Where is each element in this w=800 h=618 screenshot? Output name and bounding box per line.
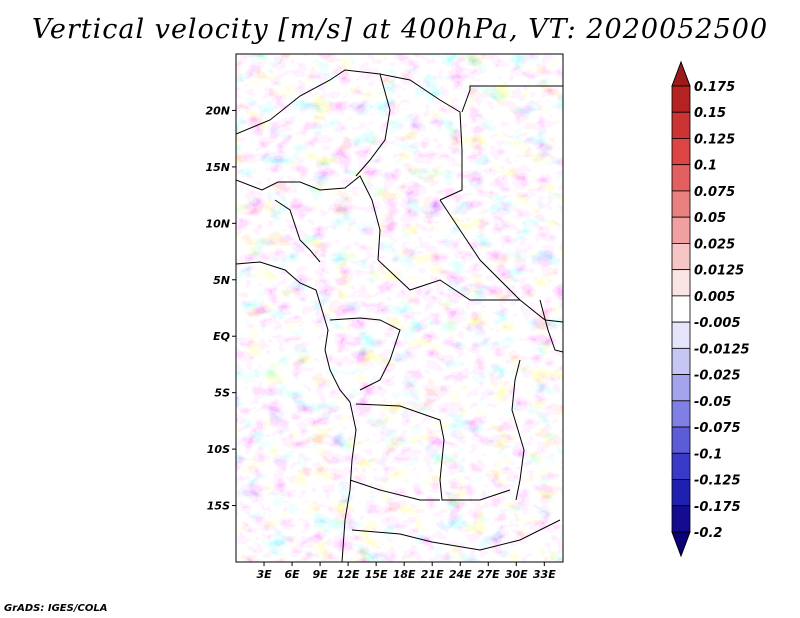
lon-tick-label: 6E: [284, 568, 300, 581]
colorbar-segment: [671, 426, 691, 454]
colorbar: 0.175 0.15 0.125 0.1 0.075 0.05 0.025 0.0125 0.0…: [671, 60, 750, 558]
colorbar-segment: [671, 479, 691, 507]
velocity-shading: [236, 54, 563, 562]
velocity-field: [236, 54, 563, 562]
colorbar-segment: [671, 164, 691, 192]
colorbar-label: 0.125: [694, 132, 735, 147]
colorbar-label: 0.15: [694, 106, 726, 121]
lake-chain: [511, 359, 525, 501]
lon-tick-label: 30E: [505, 568, 528, 581]
border-8: [355, 403, 511, 501]
colorbar-segment: [671, 138, 691, 166]
lon-tick-label: 27E: [477, 568, 500, 581]
colorbar-label: 0.175: [694, 80, 735, 95]
colorbar-segment: [671, 85, 691, 113]
colorbar-label: -0.0125: [694, 342, 750, 357]
colorbar-segment: [671, 321, 691, 349]
border-2: [236, 69, 463, 201]
colorbar-label: -0.2: [694, 526, 722, 541]
lat-tick-label: 5S: [214, 387, 230, 400]
colorbar-segment: [671, 111, 691, 139]
colorbar-label: -0.1: [694, 447, 722, 462]
border-3: [355, 73, 391, 177]
colorbar-segment: [671, 216, 691, 244]
longitude-axis: 3E 6E 9E 12E 15E 18E 21E 24E 27E 30E 33E: [256, 562, 556, 581]
colorbar-label: -0.005: [694, 316, 741, 331]
chart-title: Vertical velocity [m/s] at 400hPa, VT: 2…: [31, 14, 769, 45]
colorbar-label: -0.125: [694, 474, 741, 489]
west-coast: [236, 261, 357, 562]
colorbar-label: -0.05: [694, 395, 731, 410]
border-9: [349, 479, 440, 501]
colorbar-label: -0.075: [694, 421, 741, 436]
colorbar-label: 0.025: [694, 237, 735, 252]
lat-tick-label: 10N: [205, 217, 230, 230]
lat-tick-label: 5N: [213, 274, 230, 287]
colorbar-segment: [671, 505, 691, 533]
lat-tick-label: 20N: [205, 104, 230, 117]
colorbar-segment: [671, 295, 691, 323]
lat-tick-label: EQ: [213, 330, 230, 343]
border-1: [236, 175, 381, 261]
map-frame: [235, 53, 564, 563]
lon-tick-label: 9E: [312, 568, 328, 581]
grads-credit: GrADS: IGES/COLA: [4, 603, 108, 614]
border-7: [329, 317, 401, 391]
lat-tick-label: 10S: [207, 443, 230, 456]
lon-tick-label: 15E: [365, 568, 388, 581]
latitude-axis: 20N 15N 10N 5N EQ 5S 10S 15S: [205, 104, 236, 513]
border-4: [461, 85, 563, 113]
border-6: [377, 259, 520, 301]
colorbar-label: 0.05: [694, 211, 726, 226]
lat-tick-label: 15S: [207, 500, 230, 513]
border-12: [274, 199, 321, 263]
border-5: [439, 199, 563, 323]
border-10: [351, 519, 561, 551]
colorbar-segment: [671, 400, 691, 428]
colorbar-label: 0.1: [694, 159, 717, 174]
colorbar-segment: [671, 269, 691, 297]
lon-tick-label: 21E: [421, 568, 444, 581]
lon-tick-label: 24E: [449, 568, 472, 581]
colorbar-segment: [671, 452, 691, 480]
colorbar-label: 0.0125: [694, 264, 744, 279]
colorbar-segment: [671, 374, 691, 402]
lon-tick-label: 3E: [256, 568, 272, 581]
colorbar-segment: [671, 190, 691, 218]
colorbar-segment: [671, 243, 691, 271]
lat-tick-label: 15N: [205, 161, 230, 174]
lon-tick-label: 18E: [393, 568, 416, 581]
border-11: [539, 299, 563, 353]
colorbar-label: 0.075: [694, 185, 735, 200]
lon-tick-label: 33E: [533, 568, 556, 581]
colorbar-top-triangle: [671, 60, 691, 87]
boundaries: [236, 69, 563, 562]
colorbar-label: 0.005: [694, 290, 735, 305]
colorbar-bottom-triangle: [671, 531, 691, 558]
lon-tick-label: 12E: [337, 568, 360, 581]
colorbar-segment: [671, 347, 691, 375]
colorbar-label: -0.175: [694, 500, 741, 515]
colorbar-label: -0.025: [694, 369, 741, 384]
